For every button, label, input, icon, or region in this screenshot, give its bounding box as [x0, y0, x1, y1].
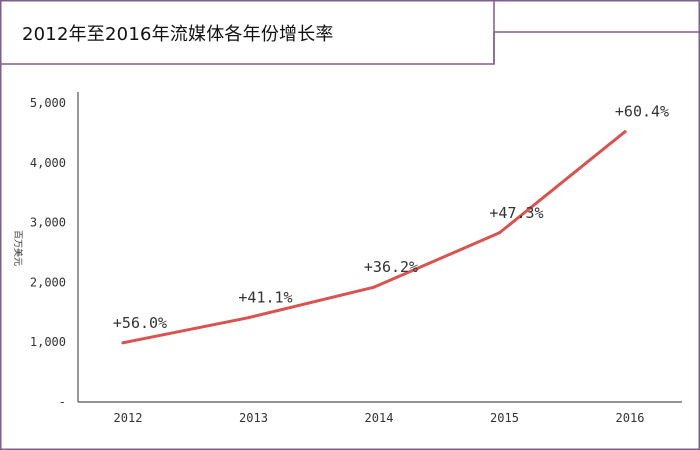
data-point — [121, 341, 125, 345]
x-tick-label: 2012 — [114, 411, 143, 425]
x-tick-label: 2016 — [616, 411, 645, 425]
y-tick-group: - 1,000 2,000 3,000 4,000 5,000 — [30, 96, 66, 409]
y-tick-label: 3,000 — [30, 216, 66, 230]
x-tick-group: 2012 2013 2014 2015 2016 — [114, 411, 645, 425]
y-tick-label: 5,000 — [30, 96, 66, 110]
data-point — [372, 285, 376, 289]
y-axis-label: 百万美元 — [12, 230, 24, 266]
data-label: +56.0% — [113, 314, 167, 332]
series-layer: +56.0% +41.1% +36.2% +47.3% +60.4% — [113, 103, 669, 345]
data-point — [498, 231, 501, 235]
data-label: +47.3% — [489, 204, 543, 222]
series-line — [121, 130, 627, 345]
data-label: +41.1% — [238, 289, 292, 307]
x-tick-label: 2013 — [239, 411, 268, 425]
chart-title: 2012年至2016年流媒体各年份增长率 — [22, 24, 334, 45]
data-point — [247, 316, 250, 320]
y-tick-label: 4,000 — [30, 156, 66, 170]
data-label: +36.2% — [364, 258, 418, 276]
y-tick-label: 1,000 — [30, 335, 66, 349]
y-tick-label: 2,000 — [30, 275, 66, 289]
data-point — [623, 130, 627, 134]
x-tick-label: 2014 — [365, 411, 394, 425]
y-tick-label: - — [59, 395, 66, 409]
x-tick-label: 2015 — [490, 411, 519, 425]
data-label: +60.4% — [615, 103, 669, 121]
